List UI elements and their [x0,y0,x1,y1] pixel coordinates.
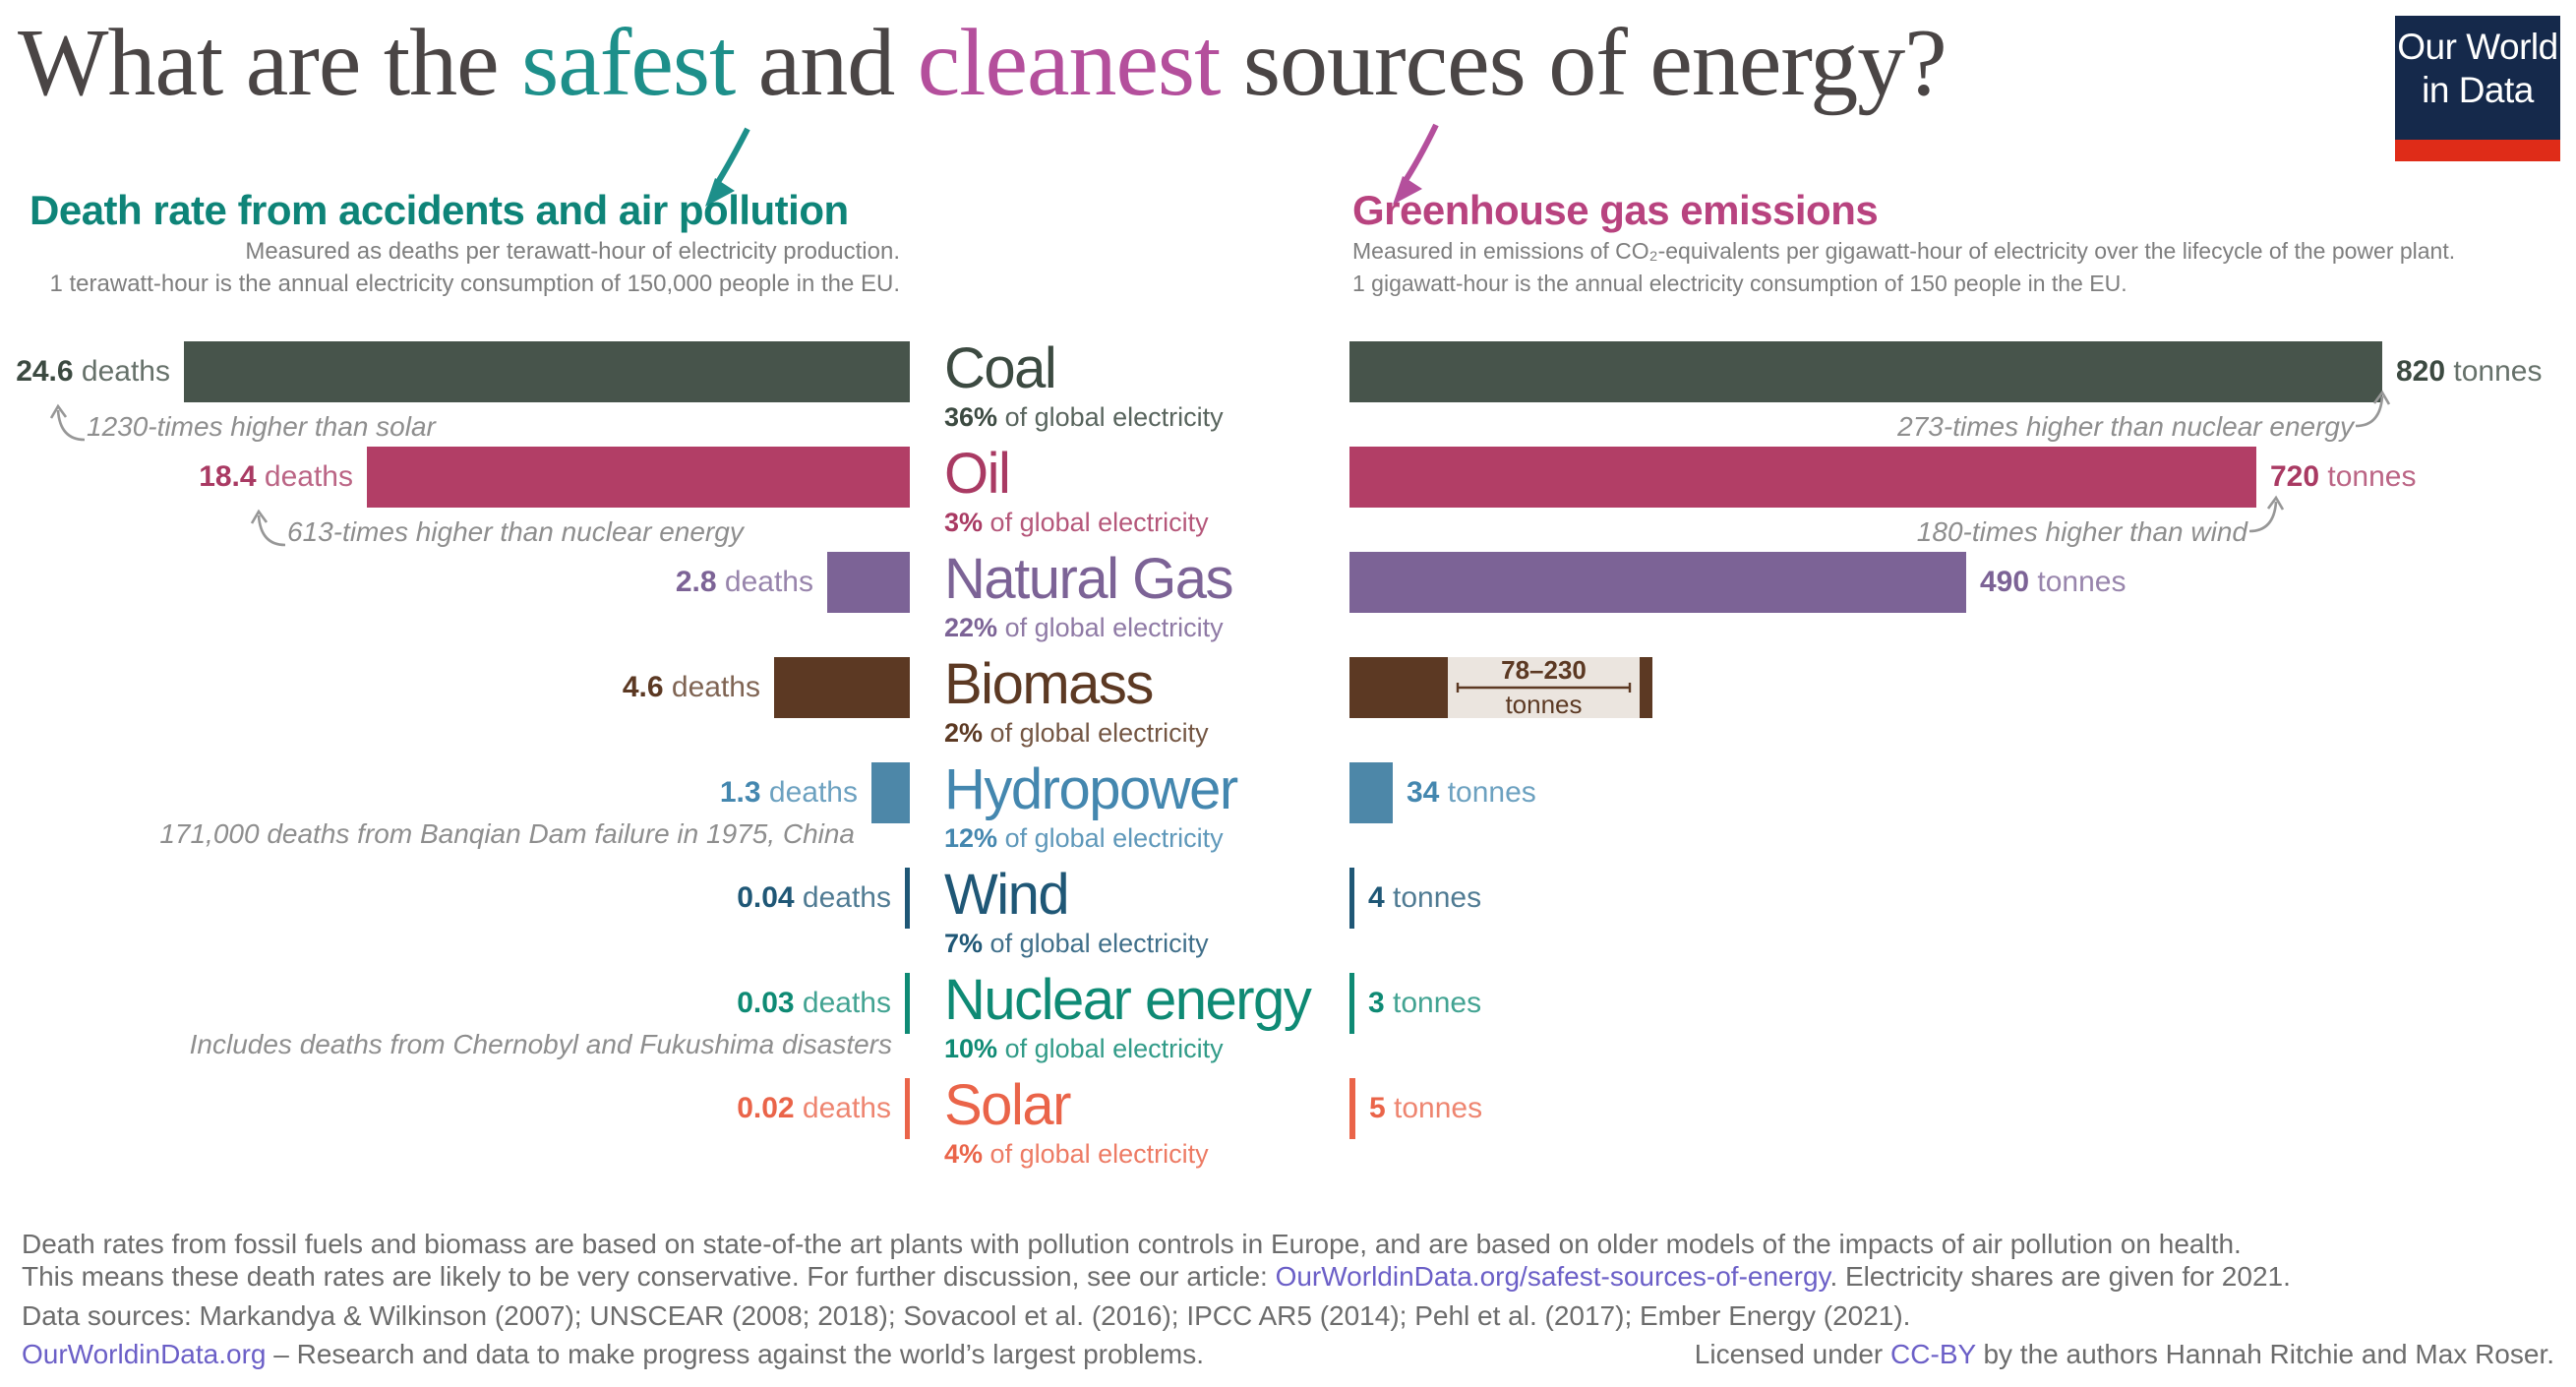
range-unit: tonnes [1505,690,1583,719]
share-label-oil: 3% of global electricity [944,508,1209,537]
share-label-gas: 22% of global electricity [944,613,1224,642]
annotation-nuclear-left: Includes deaths from Chernobyl and Fukus… [189,1029,892,1059]
ccby-link[interactable]: CC-BY [1890,1339,1976,1369]
emissions-range-cap-biomass [1640,657,1652,718]
annotation-coal-left: 1230-times higher than solar [47,397,436,445]
emissions-value-oil: 720 tonnes [2270,460,2417,493]
fuel-name-wind: Wind [944,863,1070,927]
deaths-bar-nuclear [905,973,910,1034]
deaths-bar-solar [905,1078,910,1139]
deaths-subtitle-1: Measured as deaths per terawatt-hour of … [245,238,900,265]
deaths-value-gas: 2.8 deaths [675,566,813,598]
fuel-row-hydropower: 171,000 deaths from Banqian Dam failure … [0,757,2576,863]
deaths-heading: Death rate from accidents and air pollut… [30,187,849,233]
annotation-hydropower-left: 171,000 deaths from Banqian Dam failure … [159,818,855,849]
share-label-hydropower: 12% of global electricity [944,823,1224,853]
annotation-oil-left: 613-times higher than nuclear energy [248,503,744,550]
fuel-row-oil: 613-times higher than nuclear energy 18.… [0,442,2576,550]
fuel-name-gas: Natural Gas [944,547,1233,611]
license-line: Licensed under CC-BY by the authors Hann… [1694,1339,2554,1369]
emissions-bar-gas [1349,552,1966,613]
fuel-row-solar: 0.02 deaths Solar 4% of global electrici… [0,1073,2576,1178]
emissions-bar-hydropower [1349,762,1393,823]
emissions-subtitle-1: Measured in emissions of CO₂-equivalents… [1352,238,2456,264]
emissions-value-hydropower: 34 tonnes [1407,776,1536,809]
deaths-subtitle-2: 1 terawatt-hour is the annual electricit… [49,271,900,297]
safest-arrow-icon [705,127,750,207]
owid-logo: Our World in Data [2395,16,2560,161]
data-sources-line: Data sources: Markandya & Wilkinson (200… [22,1300,1911,1331]
deaths-panel-header: Death rate from accidents and air pollut… [0,187,1349,299]
chart-rows: 1230-times higher than solar 24.6 deaths… [0,336,2576,1178]
deaths-bar-coal [184,341,910,402]
footnote-line1: Death rates from fossil fuels and biomas… [22,1229,2242,1259]
section-headers: Death rate from accidents and air pollut… [0,187,2576,299]
emissions-bar-nuclear [1349,973,1354,1034]
fuel-name-nuclear: Nuclear energy [944,968,1312,1032]
deaths-bar-wind [905,868,910,929]
fuel-row-biomass: 4.6 deaths Biomass 2% of global electric… [0,652,2576,757]
deaths-bar-oil [367,447,910,508]
curl-arrow-icon [2355,390,2391,428]
annotation-coal-right: 273-times higher than nuclear energy [1897,390,2393,443]
article-link[interactable]: OurWorldinData.org/safest-sources-of-ene… [1275,1261,1830,1292]
owid-logo-line1: Our World [2397,27,2558,67]
fuel-row-gas: 2.8 deaths Natural Gas 22% of global ele… [0,547,2576,652]
emissions-value-solar: 5 tonnes [1369,1092,1483,1124]
deaths-value-biomass: 4.6 deaths [622,671,760,703]
emissions-value-gas: 490 tonnes [1980,566,2127,598]
emissions-range-biomass: 78–230 tonnes [1448,657,1640,718]
emissions-bar-wind [1349,868,1354,929]
curl-arrow-icon [49,403,86,442]
emissions-bar-coal [1349,341,2382,402]
deaths-value-nuclear: 0.03 deaths [737,987,891,1019]
owid-tagline: OurWorldinData.org – Research and data t… [22,1339,1205,1369]
emissions-panel-header: Greenhouse gas emissions Measured in emi… [1349,187,2576,299]
deaths-value-oil: 18.4 deaths [199,460,353,493]
fuel-name-coal: Coal [944,336,1057,400]
cleanest-arrow-icon [1393,123,1439,205]
title-word-cleanest: cleanest [917,10,1222,116]
fuel-name-biomass: Biomass [944,652,1154,716]
share-label-solar: 4% of global electricity [944,1139,1209,1169]
deaths-value-coal: 24.6 deaths [16,355,170,388]
deaths-bar-gas [827,552,910,613]
fuel-name-oil: Oil [944,442,1011,506]
owid-logo-red-bar [2395,140,2560,161]
owid-link[interactable]: OurWorldinData.org [22,1339,267,1369]
range-ibeam-icon [1456,682,1632,693]
annotation-oil-right: 180-times higher than wind [1917,495,2287,548]
footer: Death rates from fossil fuels and biomas… [22,1228,2554,1370]
emissions-value-wind: 4 tonnes [1368,881,1482,914]
fuel-row-nuclear: Includes deaths from Chernobyl and Fukus… [0,968,2576,1073]
deaths-value-wind: 0.04 deaths [737,881,891,914]
emissions-subtitle-2: 1 gigawatt-hour is the annual electricit… [1352,271,2127,296]
owid-logo-line2: in Data [2422,70,2534,110]
share-label-nuclear: 10% of global electricity [944,1034,1224,1063]
emissions-value-nuclear: 3 tonnes [1368,987,1482,1019]
page-title: What are the safest and cleanest sources… [18,10,1947,116]
deaths-bar-biomass [774,657,910,718]
range-value: 78–230 [1501,655,1587,685]
emissions-value-coal: 820 tonnes [2396,355,2543,388]
deaths-value-solar: 0.02 deaths [737,1092,891,1124]
emissions-bar-biomass [1349,657,1448,718]
fuel-row-coal: 1230-times higher than solar 24.6 deaths… [0,336,2576,445]
curl-arrow-icon [2248,495,2285,533]
deaths-value-hydropower: 1.3 deaths [719,776,858,809]
fuel-name-solar: Solar [944,1073,1071,1137]
share-label-biomass: 2% of global electricity [944,718,1209,748]
curl-arrow-icon [250,509,286,547]
emissions-bar-oil [1349,447,2256,508]
share-label-coal: 36% of global electricity [944,402,1224,432]
footnote-line2: This means these death rates are likely … [22,1261,2291,1292]
emissions-heading: Greenhouse gas emissions [1352,187,1879,233]
deaths-bar-hydropower [871,762,910,823]
emissions-bar-solar [1349,1078,1355,1139]
share-label-wind: 7% of global electricity [944,929,1209,958]
fuel-name-hydropower: Hydropower [944,757,1238,821]
fuel-row-wind: 0.04 deaths Wind 7% of global electricit… [0,863,2576,968]
title-word-safest: safest [521,10,736,116]
